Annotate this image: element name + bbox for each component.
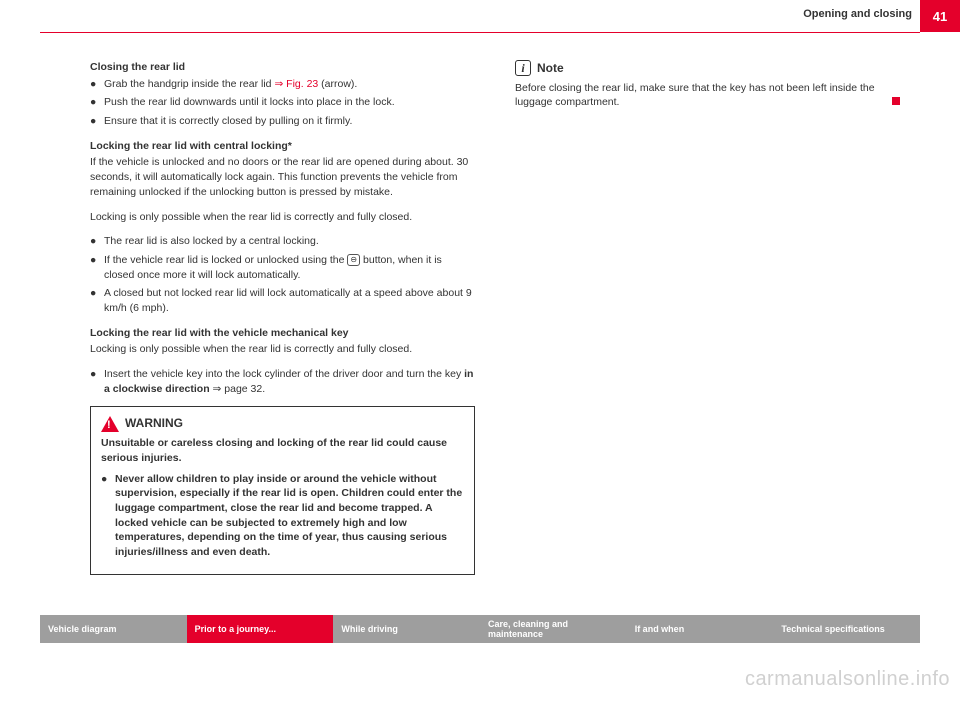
footer-nav: Vehicle diagram Prior to a journey... Wh… [40,615,920,643]
text: (arrow). [318,78,357,90]
warning-paragraph: Unsuitable or careless closing and locki… [101,436,464,465]
text: Insert the vehicle key into the lock cyl… [104,368,464,380]
right-column: i Note Before closing the rear lid, make… [515,60,900,581]
tab-prior-journey[interactable]: Prior to a journey... [187,615,334,643]
paragraph: Locking is only possible when the rear l… [90,210,475,225]
note-title-row: i Note [515,60,900,77]
warning-box: WARNING Unsuitable or careless closing a… [90,406,475,574]
tab-if-when[interactable]: If and when [627,615,774,643]
text: If the vehicle rear lid is locked or unl… [104,254,347,266]
text: Before closing the rear lid, make sure t… [515,82,875,109]
left-column: Closing the rear lid ●Grab the handgrip … [90,60,475,581]
warning-label: WARNING [125,415,183,432]
bullet-item: ●A closed but not locked rear lid will l… [90,286,475,315]
paragraph: If the vehicle is unlocked and no doors … [90,155,475,199]
bullet-item: ●Grab the handgrip inside the rear lid ⇒… [90,77,475,92]
note-paragraph: Before closing the rear lid, make sure t… [515,81,900,110]
tab-while-driving[interactable]: While driving [333,615,480,643]
page-number: 41 [920,0,960,32]
warning-title-row: WARNING [101,415,464,432]
content-area: Closing the rear lid ●Grab the handgrip … [90,60,900,581]
heading-central-locking: Locking the rear lid with central lockin… [90,139,475,154]
watermark: carmanualsonline.info [745,668,950,691]
bullet-item: ●Ensure that it is correctly closed by p… [90,114,475,129]
page-header: Opening and closing 41 [40,18,960,40]
text: A closed but not locked rear lid will lo… [104,286,475,315]
paragraph: Locking is only possible when the rear l… [90,342,475,357]
text: Grab the handgrip inside the rear lid [104,78,274,90]
unlock-key-icon: ⊖ [347,254,360,266]
note-label: Note [537,60,564,77]
text: Push the rear lid downwards until it loc… [104,95,395,110]
text: Never allow children to play inside or a… [115,472,464,560]
section-end-icon [892,97,900,105]
bullet-item: ●Push the rear lid downwards until it lo… [90,95,475,110]
warning-triangle-icon [101,416,119,432]
tab-tech-specs[interactable]: Technical specifications [773,615,920,643]
header-rule [40,32,920,33]
heading-closing: Closing the rear lid [90,60,475,75]
tab-care-cleaning[interactable]: Care, cleaning and maintenance [480,615,627,643]
section-title: Opening and closing [803,8,912,20]
bullet-item: ●If the vehicle rear lid is locked or un… [90,253,475,282]
heading-mechanical-key: Locking the rear lid with the vehicle me… [90,326,475,341]
text: Ensure that it is correctly closed by pu… [104,114,352,129]
text: ⇒ page 32. [210,383,266,395]
info-icon: i [515,60,531,76]
bullet-item: ●Insert the vehicle key into the lock cy… [90,367,475,396]
warning-bullet: ●Never allow children to play inside or … [101,472,464,560]
tab-vehicle-diagram[interactable]: Vehicle diagram [40,615,187,643]
bullet-item: ●The rear lid is also locked by a centra… [90,234,475,249]
figure-ref: ⇒ Fig. 23 [274,78,318,90]
text: The rear lid is also locked by a central… [104,234,319,249]
